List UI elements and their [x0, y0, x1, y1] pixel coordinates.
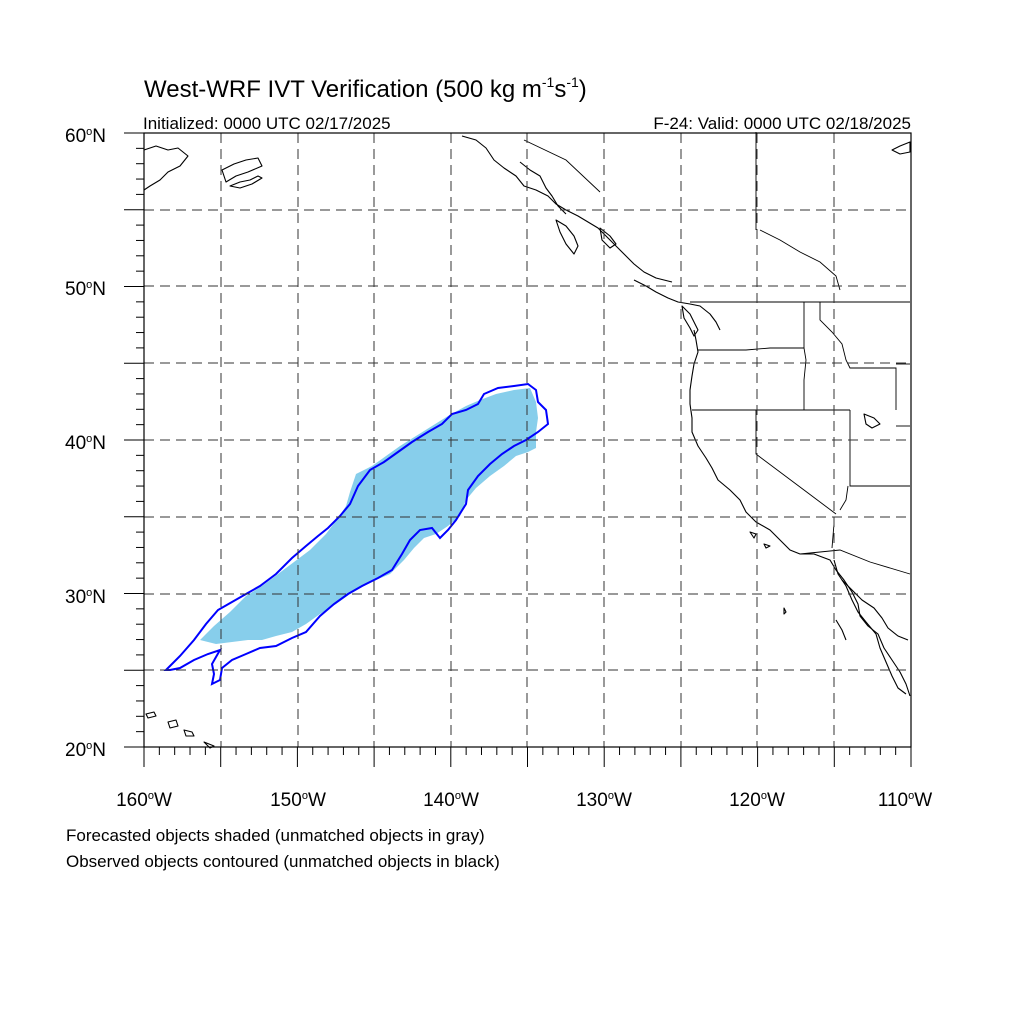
lon-label-160w: 160oW: [116, 790, 172, 811]
tick-marks: [124, 132, 912, 767]
lon-label-110w: 110oW: [878, 790, 932, 811]
legend-forecast-note: Forecasted objects shaded (unmatched obj…: [66, 826, 485, 845]
observed-object-contour: [163, 382, 550, 686]
lon-label-130w: 130oW: [576, 790, 632, 811]
init-time-label: Initialized: 0000 UTC 02/17/2025: [143, 114, 391, 133]
lat-label-50: 50oN: [65, 279, 106, 300]
figure-title: West-WRF IVT Verification (500 kg m-1s-1…: [144, 74, 587, 103]
lon-label-120w: 120oW: [729, 790, 785, 811]
longitude-labels: 160oW 150oW 140oW 130oW 120oW 110oW: [116, 790, 932, 811]
legend-observed-note: Observed objects contoured (unmatched ob…: [66, 852, 500, 871]
valid-time-label: F-24: Valid: 0000 UTC 02/18/2025: [653, 114, 911, 133]
latitude-labels: 60oN 50oN 40oN 30oN 20oN: [65, 126, 106, 761]
lat-label-60: 60oN: [65, 126, 106, 147]
grid-lines: [144, 133, 911, 747]
lon-label-150w: 150oW: [270, 790, 326, 811]
forecast-object-shaded: [200, 388, 538, 644]
lat-label-30: 30oN: [65, 587, 106, 608]
lat-label-40: 40oN: [65, 433, 106, 454]
lon-label-140w: 140oW: [423, 790, 479, 811]
lat-label-20: 20oN: [65, 740, 106, 761]
political-boundaries: [523, 132, 911, 575]
coastlines: [143, 135, 911, 749]
